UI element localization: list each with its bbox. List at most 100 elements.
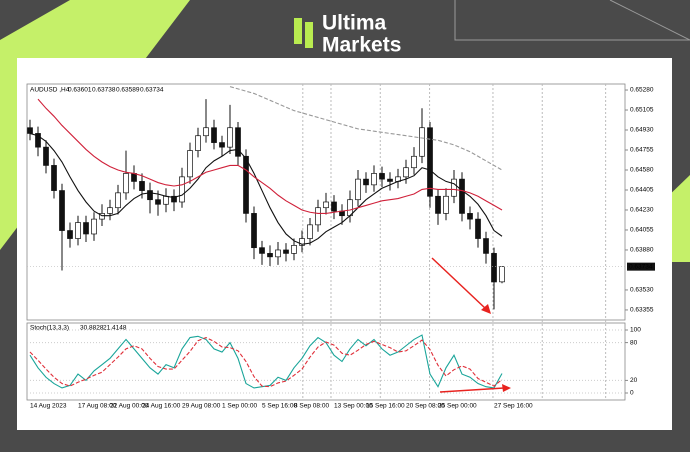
candle-body bbox=[179, 176, 185, 203]
candle-body bbox=[67, 230, 73, 239]
candle-body bbox=[83, 222, 89, 235]
candle-body bbox=[187, 150, 193, 178]
candle-body bbox=[499, 266, 505, 283]
candle-body bbox=[203, 127, 209, 137]
x-tick-label: 1 Sep 00:00 bbox=[222, 403, 257, 410]
x-tick-label: 24 Aug 16:00 bbox=[142, 403, 181, 410]
candle-body bbox=[355, 178, 361, 201]
candle-body bbox=[171, 195, 177, 203]
candle-body bbox=[403, 167, 409, 178]
decor-line bbox=[609, 0, 690, 41]
candle-body bbox=[363, 178, 369, 186]
candle-body bbox=[227, 127, 233, 148]
candle-body bbox=[275, 249, 281, 258]
candle-body bbox=[483, 238, 489, 254]
ohlc-open: 0.63601 bbox=[68, 87, 92, 94]
x-tick-label: 27 Sep 16:00 bbox=[494, 403, 533, 410]
candle-body bbox=[475, 218, 481, 239]
candle-body bbox=[27, 127, 33, 134]
candle-body bbox=[379, 173, 385, 180]
candle-body bbox=[435, 195, 441, 214]
indicator-line bbox=[37, 98, 503, 214]
candle-body bbox=[155, 199, 161, 205]
candle-body bbox=[235, 127, 241, 157]
candle-body bbox=[43, 146, 49, 166]
brand: Markets bbox=[322, 34, 401, 57]
indicator-line bbox=[229, 86, 503, 171]
candle-body bbox=[371, 173, 377, 186]
y-tick-label: 0.63880 bbox=[630, 247, 654, 254]
candle-body bbox=[283, 249, 289, 254]
x-tick-label: 14 Aug 2023 bbox=[30, 403, 67, 410]
candle-body bbox=[99, 213, 105, 220]
candle-body bbox=[51, 165, 57, 191]
last-price-label: 0.63734 bbox=[629, 263, 653, 270]
candle-body bbox=[59, 190, 65, 231]
x-tick-label: 15 Sep 16:00 bbox=[366, 403, 405, 410]
x-tick-label: 8 Sep 08:00 bbox=[294, 403, 329, 410]
candle-body bbox=[387, 178, 393, 182]
candle-body bbox=[147, 190, 153, 201]
y-tick-label: 100 bbox=[630, 327, 641, 334]
candle-body bbox=[243, 155, 249, 214]
candle-body bbox=[267, 253, 273, 258]
plot: 0.65280 0.65105 0.64930 0.64755 0.64580 0.644… bbox=[27, 84, 655, 410]
candle-body bbox=[307, 224, 313, 239]
candle-body bbox=[419, 127, 425, 157]
stoch-main: 30.8828 bbox=[80, 325, 104, 332]
logo-mark bbox=[305, 22, 313, 48]
candle-body bbox=[75, 222, 81, 239]
candle-body bbox=[411, 155, 417, 169]
stoch-frame bbox=[26, 322, 626, 401]
logo-mark bbox=[294, 18, 302, 44]
candle-body bbox=[259, 247, 265, 254]
y-tick-label: 0.64930 bbox=[630, 127, 654, 134]
candle-body bbox=[115, 192, 121, 209]
candle-body bbox=[107, 207, 113, 214]
y-tick-label: 0.64755 bbox=[630, 147, 654, 154]
y-tick-label: 0.64580 bbox=[630, 167, 654, 174]
y-tick-label: 80 bbox=[630, 339, 638, 346]
candle-body bbox=[427, 127, 433, 197]
candle-body bbox=[315, 207, 321, 226]
candle-body bbox=[91, 218, 97, 235]
candle-body bbox=[459, 178, 465, 214]
annotation-arrow bbox=[431, 257, 511, 393]
x-tick-label: 20 Sep 08:00 bbox=[406, 403, 445, 410]
arrow-line bbox=[439, 387, 505, 393]
last-price-box bbox=[627, 262, 655, 271]
candle-body bbox=[331, 201, 337, 212]
x-tick-label: 13 Sep 00:00 bbox=[334, 403, 373, 410]
x-tick-label: 17 Aug 08:00 bbox=[78, 403, 117, 410]
y-tick-label: 0.64230 bbox=[630, 207, 654, 214]
chart-panel bbox=[17, 58, 672, 430]
indicator-line bbox=[29, 336, 503, 388]
indicator-line bbox=[29, 132, 503, 245]
x-tick-label: 5 Sep 16:00 bbox=[262, 403, 297, 410]
y-tick-label: 0 bbox=[630, 390, 634, 397]
y-tick-label: 0.65105 bbox=[630, 107, 654, 114]
y-tick-label: 20 bbox=[630, 377, 638, 384]
candle-body bbox=[35, 133, 41, 148]
ohlc-low: 0.63589 bbox=[116, 87, 140, 94]
x-tick-label: 22 Aug 00:00 bbox=[110, 403, 149, 410]
y-tick-label: 0.65280 bbox=[630, 87, 654, 94]
logo: Ultima Markets bbox=[294, 12, 401, 57]
ohlc-high: 0.63738 bbox=[92, 87, 116, 94]
x-tick-label: 29 Aug 08:00 bbox=[182, 403, 221, 410]
brand: Ultima bbox=[322, 12, 387, 35]
candle-body bbox=[219, 142, 225, 148]
candle-body bbox=[251, 213, 257, 249]
ohlc-close: 0.63734 bbox=[140, 87, 164, 94]
arrow-line bbox=[431, 257, 487, 310]
candle-body bbox=[291, 245, 297, 254]
y-tick-label: 0.64055 bbox=[630, 227, 654, 234]
stoch-signal: 21.4148 bbox=[103, 325, 127, 332]
x-tick-label: 25 Sep 00:00 bbox=[438, 403, 477, 410]
candle-body bbox=[299, 238, 305, 246]
candle-body bbox=[131, 173, 137, 182]
main-frame bbox=[26, 83, 626, 321]
candle-body bbox=[123, 173, 129, 194]
